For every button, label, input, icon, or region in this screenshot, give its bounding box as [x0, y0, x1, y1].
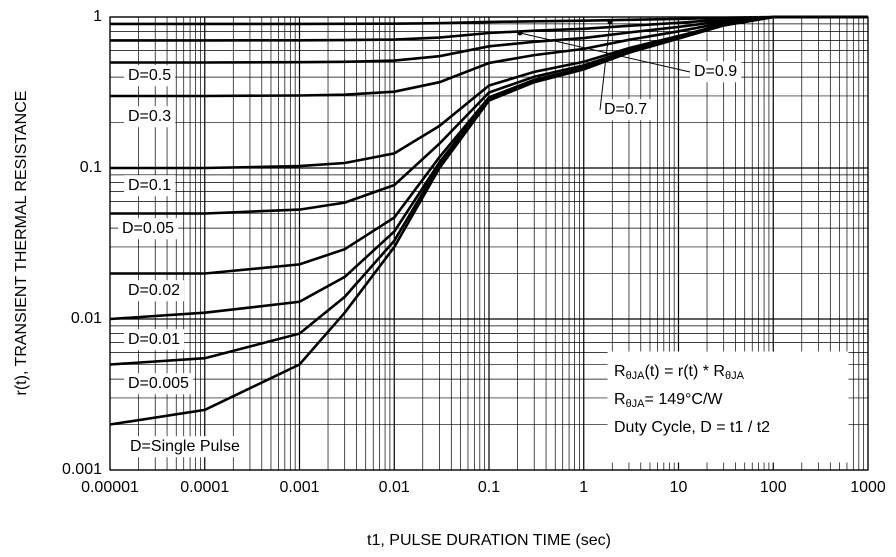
x-tick-label: 0.001 — [279, 479, 319, 496]
x-tick-label: 0.0001 — [180, 479, 229, 496]
series-label: D=0.005 — [128, 375, 189, 392]
series-label: D=0.7 — [604, 101, 647, 118]
x-tick-label: 100 — [760, 479, 787, 496]
annotation-part: R — [614, 363, 626, 380]
series-label: D=0.01 — [128, 331, 180, 348]
x-axis-label: t1, PULSE DURATION TIME (sec) — [367, 532, 611, 549]
series-label: D=0.1 — [128, 177, 171, 194]
series-label: D=Single Pulse — [130, 438, 240, 455]
y-axis-label: r(t), TRANSIENT THERMAL RESISTANCE — [13, 91, 30, 396]
series-label: D=0.9 — [694, 63, 737, 80]
chart: r(t), TRANSIENT THERMAL RESISTANCE t1, P… — [0, 0, 896, 557]
x-tick-label: 0.01 — [379, 479, 410, 496]
x-tick-label: 1000 — [850, 479, 886, 496]
annotation-part: = 149°C/W — [645, 391, 724, 408]
y-tick-label: 0.001 — [62, 461, 102, 478]
annotation-part: Duty Cycle, D = t1 / t2 — [614, 419, 770, 436]
annotation: Duty Cycle, D = t1 / t2 — [614, 419, 770, 436]
x-tick-label: 10 — [670, 479, 688, 496]
y-tick-label: 0.01 — [71, 310, 102, 327]
y-tick-label: 1 — [93, 8, 102, 25]
series-label: D=0.05 — [122, 220, 174, 237]
series-label: D=0.3 — [128, 108, 171, 125]
series-label: D=0.5 — [128, 67, 171, 84]
annotation-part: (t) = r(t) * R — [645, 363, 725, 380]
annotation-part: θJA — [626, 398, 646, 410]
arrow-head — [518, 31, 523, 36]
series-label: D=0.02 — [128, 282, 180, 299]
x-tick-label: 0.00001 — [81, 479, 139, 496]
annotation-part: θJA — [626, 370, 646, 382]
x-tick-label: 1 — [579, 479, 588, 496]
annotation-part: θJA — [725, 370, 745, 382]
annotation-part: R — [614, 391, 626, 408]
x-tick-label: 0.1 — [478, 479, 500, 496]
y-tick-label: 0.1 — [80, 159, 102, 176]
arrow-head — [608, 20, 613, 25]
